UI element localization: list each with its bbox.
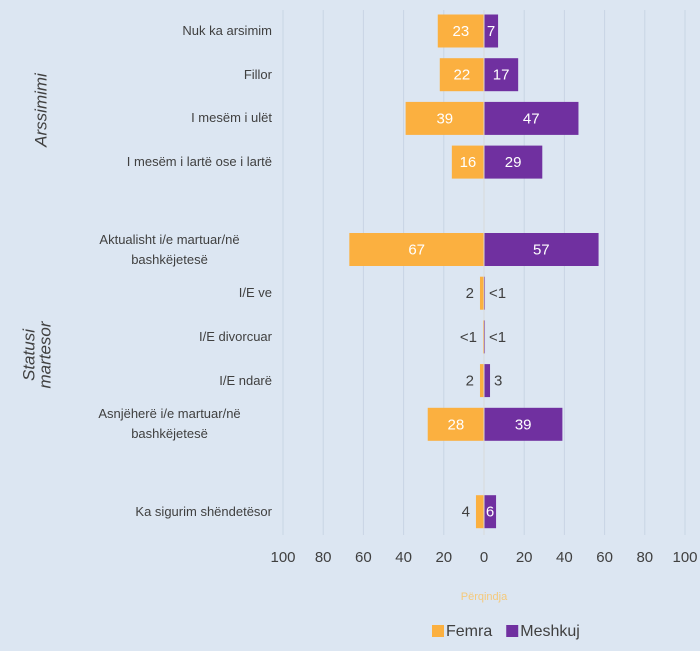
category-text: I/E divorcuar (199, 328, 272, 344)
group-label: Statusi (19, 328, 38, 381)
data-label: 23 (453, 23, 470, 40)
bar (475, 495, 484, 529)
bar (484, 495, 497, 529)
category-label: Ka sigurim shëndetësor (67, 502, 272, 522)
bar (439, 58, 484, 92)
data-label: 6 (486, 504, 494, 521)
category-text: I mesëm i ulët (191, 110, 272, 126)
data-label: 67 (408, 241, 425, 258)
category-label: I/E divorcuar (67, 327, 272, 347)
legend-swatch (432, 625, 444, 637)
category-label: I/E ndarë (67, 371, 272, 391)
bar (484, 14, 499, 48)
legend-swatch (506, 625, 519, 637)
category-label: I mesëm i lartë ose i lartë (67, 152, 272, 172)
data-label: 3 (494, 373, 502, 390)
bar (484, 320, 486, 354)
data-label: 39 (515, 416, 532, 433)
bar (484, 407, 563, 441)
bar (484, 101, 579, 135)
data-label: <1 (489, 329, 506, 346)
bar (451, 145, 484, 179)
x-tick-label: 20 (516, 549, 533, 566)
data-label: 28 (448, 416, 465, 433)
data-label: 47 (523, 110, 540, 127)
legend-label: Femra (446, 623, 492, 640)
data-label: <1 (460, 329, 477, 346)
bar (484, 364, 491, 398)
data-label: 22 (454, 67, 471, 84)
bar (484, 58, 519, 92)
x-axis-label: Përqindja (461, 591, 508, 603)
data-label: 57 (533, 241, 550, 258)
x-tick-label: 20 (435, 549, 452, 566)
x-tick-label: 40 (395, 549, 412, 566)
bar (349, 233, 484, 266)
data-label: 39 (436, 110, 453, 127)
x-tick-label: 100 (672, 549, 697, 566)
x-tick-label: 80 (636, 549, 653, 566)
bar (405, 101, 484, 135)
category-label: Nuk ka arsimim (67, 21, 272, 41)
data-label: 17 (493, 67, 510, 84)
x-tick-label: 60 (596, 549, 613, 566)
category-text: Fillor (243, 66, 272, 82)
x-tick-label: 80 (315, 549, 332, 566)
bar (437, 14, 484, 48)
category-text: Aktualisht i/e martuar/në bashkëjetesë (99, 231, 240, 267)
bar (484, 276, 486, 310)
category-text: I/E ndarë (219, 372, 272, 388)
group-label: Arssimimi (31, 72, 50, 148)
bar (479, 276, 484, 310)
bar (482, 320, 484, 354)
bar (484, 233, 599, 266)
category-label: I/E ve (67, 283, 272, 303)
data-label: 7 (487, 23, 495, 40)
data-label: 4 (462, 504, 470, 521)
bar (427, 407, 484, 441)
data-label: 2 (466, 373, 474, 390)
category-label: Aktualisht i/e martuar/në bashkëjetesë (67, 230, 272, 270)
category-text: Asnjëherë i/e martuar/në bashkëjetesë (98, 406, 241, 442)
category-text: I/E ve (238, 285, 272, 301)
bar (484, 145, 543, 179)
x-tick-label: 0 (480, 549, 488, 566)
group-label: martesor (35, 320, 54, 388)
category-label: I mesëm i ulët (67, 108, 272, 128)
data-label: 2 (466, 285, 474, 302)
category-text: Ka sigurim shëndetësor (135, 503, 272, 519)
bar (479, 364, 484, 398)
legend-label: Meshkuj (520, 623, 580, 640)
category-label: Asnjëherë i/e martuar/në bashkëjetesë (67, 404, 272, 444)
category-text: Nuk ka arsimim (182, 23, 272, 38)
category-label: Fillor (67, 65, 272, 85)
x-tick-label: 100 (270, 549, 295, 566)
x-tick-label: 60 (355, 549, 372, 566)
data-label: 16 (460, 154, 477, 171)
category-text: I mesëm i lartë ose i lartë (126, 154, 272, 170)
data-label: 29 (505, 154, 522, 171)
data-label: <1 (489, 285, 506, 302)
x-tick-label: 40 (556, 549, 573, 566)
